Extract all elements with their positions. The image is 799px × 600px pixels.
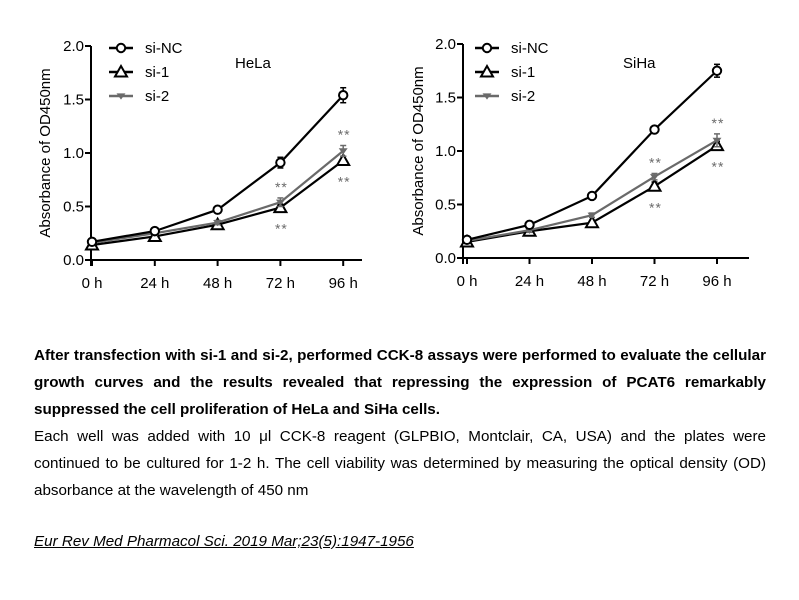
x-tick-label: 48 h — [203, 275, 232, 292]
data-point — [275, 157, 286, 168]
legend-item: si-2 — [475, 88, 535, 105]
significance-marker: ** — [275, 221, 288, 237]
y-tick-label: 1.5 — [63, 92, 84, 109]
legend-marker-icon — [481, 42, 493, 54]
data-point — [524, 219, 535, 231]
y-axis-title: Absorbance of OD450nm — [37, 68, 54, 237]
legend-label: si-1 — [511, 64, 535, 81]
data-point — [584, 214, 600, 229]
y-tick-label: 2.0 — [63, 38, 84, 55]
legend-item: si-2 — [109, 88, 169, 105]
legend-label: si-NC — [511, 40, 549, 57]
significance-marker: ** — [712, 159, 725, 175]
legend-item: si-1 — [109, 63, 169, 81]
data-point — [461, 234, 473, 246]
caption-methods: Each well was added with 10 μl CCK-8 rea… — [34, 428, 766, 499]
x-tick-label: 48 h — [577, 273, 606, 290]
y-tick-label: 0.0 — [63, 252, 84, 269]
legend-marker-icon — [482, 93, 492, 100]
y-tick-label: 1.0 — [435, 143, 456, 160]
data-point — [338, 148, 348, 155]
data-point — [712, 137, 722, 144]
data-point — [275, 199, 285, 206]
y-tick-label: 1.5 — [435, 90, 456, 107]
figure-panels: 0.0 0.5 1.0 1.5 2.0 0 h 24 h 48 h 72 h 96 h Absorb… — [37, 36, 749, 292]
legend-marker-icon — [116, 93, 126, 100]
x-tick-label: 0 h — [82, 275, 103, 292]
chart-title: HeLa — [235, 55, 272, 72]
series-si-2 — [87, 144, 348, 247]
data-point — [646, 178, 663, 192]
caption-summary: After transfection with si-1 and si-2, p… — [34, 347, 766, 418]
data-point — [587, 212, 597, 219]
x-tick-label: 24 h — [515, 273, 544, 290]
legend-item: si-1 — [475, 63, 535, 81]
citation-link[interactable]: Eur Rev Med Pharmacol Sci. 2019 Mar;23(5… — [34, 533, 414, 550]
series-line — [91, 159, 344, 247]
figure-caption: After transfection with si-1 and si-2, p… — [34, 342, 766, 504]
y-tick-label: 2.0 — [435, 36, 456, 53]
series-si-NC — [461, 63, 723, 246]
x-tick-label: 96 h — [702, 273, 731, 290]
x-tick-label: 24 h — [140, 275, 169, 292]
significance-marker: ** — [338, 173, 351, 189]
y-tick-label: 0.5 — [435, 197, 456, 214]
y-tick-label: 0.0 — [435, 250, 456, 267]
legend-marker-icon — [479, 63, 495, 78]
legend-label: si-2 — [145, 88, 169, 105]
y-tick-label: 0.5 — [63, 199, 84, 216]
y-tick-label: 1.0 — [63, 145, 84, 162]
legend-marker-icon — [113, 63, 129, 78]
x-tick-label: 72 h — [640, 273, 669, 290]
x-tick-label: 72 h — [266, 275, 295, 292]
legend-label: si-2 — [511, 88, 535, 105]
data-point — [335, 152, 351, 166]
data-point — [649, 124, 660, 135]
legend-label: si-1 — [145, 64, 169, 81]
significance-marker: ** — [649, 199, 662, 215]
chart-title: SiHa — [623, 55, 656, 72]
significance-marker: ** — [712, 115, 725, 131]
data-point — [212, 204, 223, 215]
x-tick-label: 96 h — [329, 275, 358, 292]
data-point — [213, 219, 223, 227]
data-point — [86, 236, 98, 248]
series-si-NC — [86, 86, 349, 248]
data-point — [711, 65, 723, 76]
legend-label: si-NC — [145, 40, 183, 57]
legend-item: si-NC — [109, 40, 183, 57]
significance-marker: ** — [338, 127, 351, 143]
x-tick-label: 0 h — [457, 273, 478, 290]
y-axis-title: Absorbance of OD450nm — [410, 66, 427, 235]
significance-marker: ** — [649, 154, 662, 170]
hela-growth-chart: 0.0 0.5 1.0 1.5 2.0 0 h 24 h 48 h 72 h 96 h Absorb… — [37, 38, 362, 292]
legend-item: si-NC — [475, 40, 549, 57]
siha-growth-chart: 0.0 0.5 1.0 1.5 2.0 0 h 24 h 48 h 72 h 96 h Absorb… — [410, 36, 749, 290]
data-point — [149, 225, 161, 237]
data-point — [338, 90, 349, 101]
significance-marker: ** — [275, 179, 288, 195]
legend-marker-icon — [115, 42, 127, 54]
data-point — [586, 190, 598, 202]
data-point — [650, 174, 659, 181]
